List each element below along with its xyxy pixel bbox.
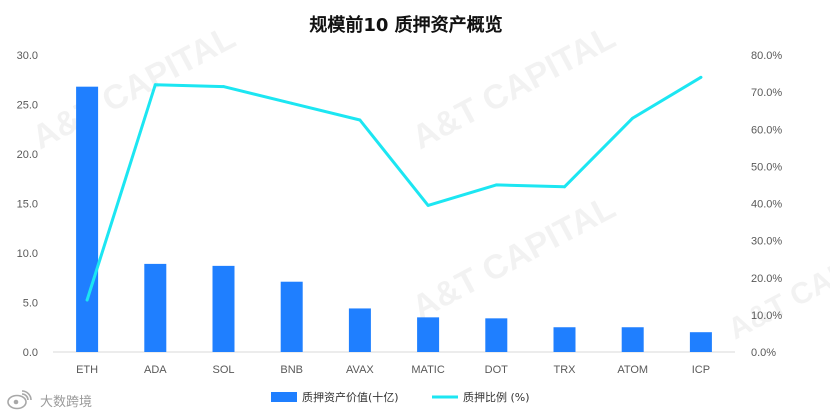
- bar-dot: [485, 318, 508, 352]
- x-tick-label: TRX: [554, 364, 577, 376]
- bar-ada: [144, 263, 167, 352]
- x-tick-label: SOL: [212, 364, 234, 376]
- y-left-tick-label: 15.0: [17, 199, 38, 211]
- line-point-atom: [631, 116, 635, 120]
- bar-series: [76, 86, 712, 353]
- bar-icp: [689, 332, 712, 352]
- x-tick-label: DOT: [485, 364, 509, 376]
- line-point-matic: [426, 203, 430, 207]
- y-right-tick-label: 60.0%: [751, 124, 782, 136]
- x-tick-label: ADA: [144, 364, 167, 376]
- y-right-tick-label: 70.0%: [751, 87, 782, 99]
- watermark-text: A&T CAPITAL: [406, 18, 622, 157]
- bar-matic: [417, 317, 440, 352]
- y-right-tick-label: 40.0%: [751, 199, 782, 211]
- legend-bar-label: 质押资产价值(十亿): [302, 390, 399, 404]
- y-left-tick-label: 0.0: [23, 347, 38, 359]
- x-axis: ETH ADA SOL BNB AVAX MATIC DOT TRX ATOM ICP: [76, 364, 710, 376]
- bar-eth: [76, 86, 99, 353]
- line-point-avax: [358, 118, 362, 122]
- line-point-bnb: [290, 101, 294, 105]
- y-left-tick-label: 10.0: [17, 248, 38, 260]
- line-point-sol: [222, 85, 225, 88]
- y-left-tick-label: 25.0: [17, 100, 38, 112]
- line-series-path: [85, 75, 703, 302]
- line-point-trx: [563, 185, 566, 189]
- bar-sol: [212, 265, 235, 352]
- bar-trx: [553, 327, 576, 352]
- y-right-tick-label: 80.0%: [751, 50, 782, 62]
- x-tick-label: MATIC: [411, 364, 444, 376]
- x-tick-label: AVAX: [346, 364, 374, 376]
- line-point-dot: [494, 183, 498, 187]
- source-mark: 大数跨境: [7, 390, 92, 410]
- y-right-tick-label: 50.0%: [751, 161, 782, 173]
- bar-atom: [621, 327, 644, 352]
- watermark-text: A&T CAPITAL: [406, 188, 622, 327]
- legend-line-label: 质押比例 (%): [463, 390, 530, 404]
- y-right-tick-label: 10.0%: [751, 310, 782, 322]
- y-right-tick-label: 20.0%: [751, 273, 782, 285]
- x-tick-label: BNB: [280, 364, 303, 376]
- line-point-eth: [85, 298, 89, 302]
- x-tick-label: ATOM: [617, 364, 648, 376]
- x-tick-label: ETH: [76, 364, 98, 376]
- y-left-tick-label: 30.0: [17, 50, 38, 62]
- y-right-tick-label: 0.0%: [751, 347, 776, 359]
- y-left-tick-label: 5.0: [23, 298, 38, 310]
- bar-bnb: [280, 281, 303, 352]
- line-series: [85, 75, 703, 302]
- bar-avax: [348, 308, 371, 352]
- right-axis: 0.0% 10.0% 20.0% 30.0% 40.0% 50.0% 60.0% 70.0% 8…: [751, 50, 782, 359]
- weibo-logo-icon: [7, 390, 32, 410]
- y-right-tick-label: 30.0%: [751, 236, 782, 248]
- line-point-ada: [153, 83, 157, 87]
- legend: 质押资产价值(十亿) 质押比例 (%): [271, 390, 530, 404]
- left-axis: 0.0 5.0 10.0 15.0 20.0 25.0 30.0: [17, 50, 38, 359]
- x-tick-label: ICP: [692, 364, 710, 376]
- chart-title: 规模前10 质押资产概览: [309, 14, 502, 36]
- source-label: 大数跨境: [40, 395, 92, 410]
- legend-bar-swatch: [271, 392, 297, 402]
- y-left-tick-label: 20.0: [17, 149, 38, 161]
- line-point-icp: [699, 75, 703, 79]
